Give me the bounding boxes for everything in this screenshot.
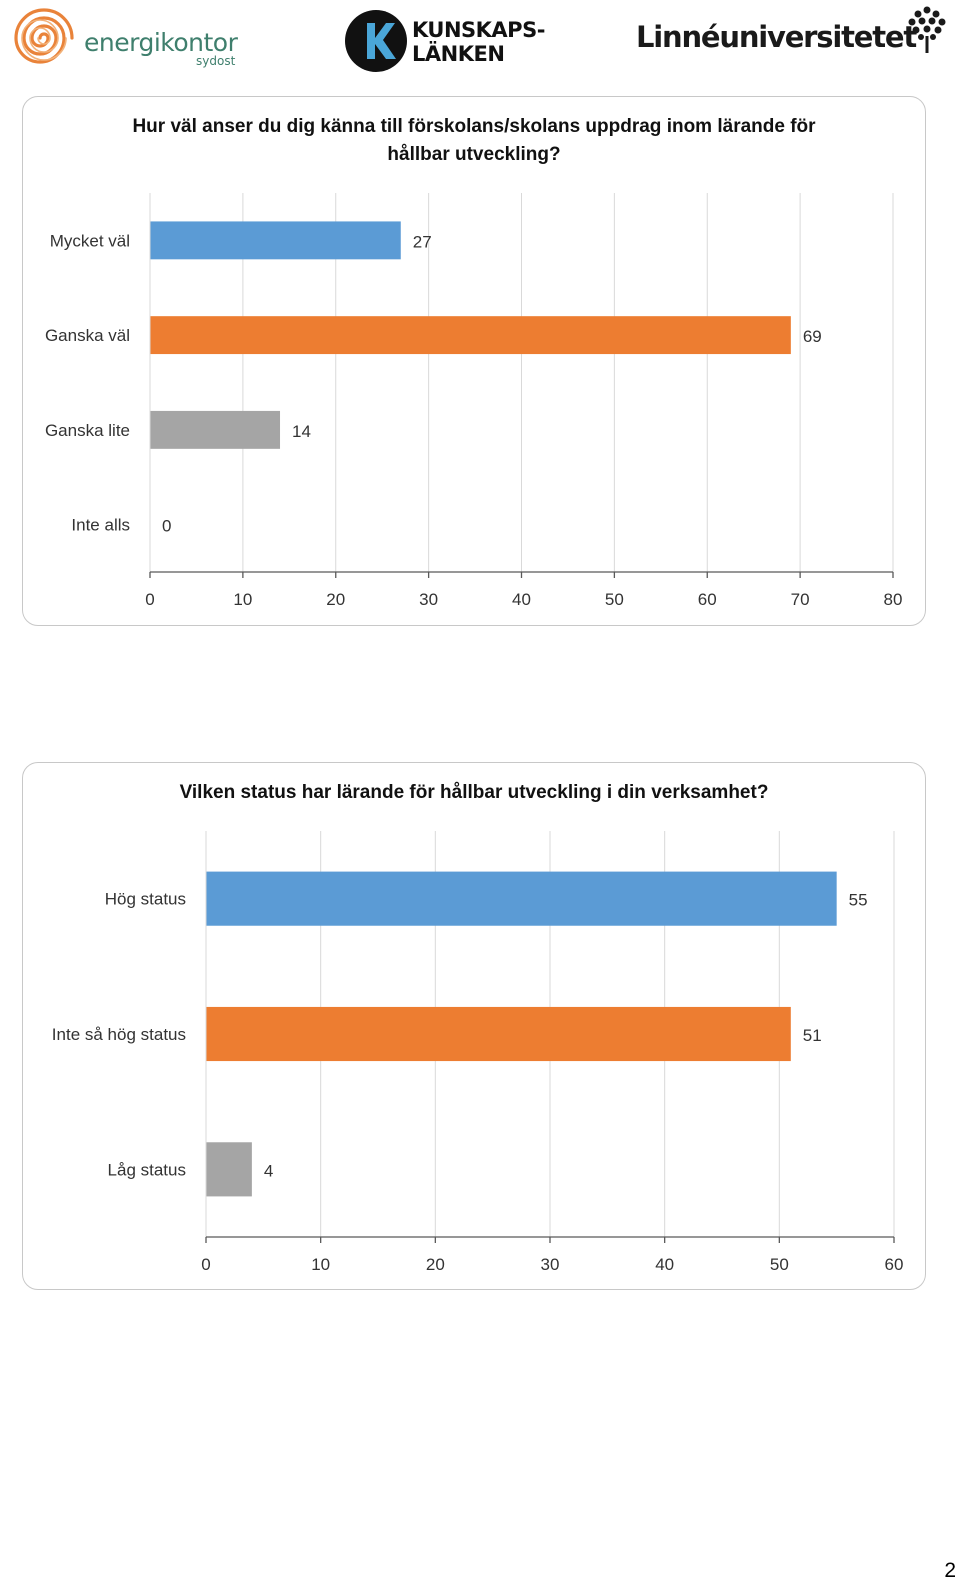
x-tick-label: 10 — [233, 590, 252, 609]
x-tick-label: 80 — [884, 590, 903, 609]
category-label: Låg status — [108, 1160, 186, 1179]
data-label: 4 — [264, 1161, 273, 1180]
energikontor-logo: energikontor sydost — [4, 2, 244, 72]
tree-logo-icon — [908, 6, 946, 53]
x-tick-label: 20 — [326, 590, 345, 609]
x-tick-label: 50 — [605, 590, 624, 609]
kunskapslanken-logo: KUNSKAPS- LÄNKEN — [344, 8, 545, 76]
category-label: Ganska väl — [45, 326, 130, 345]
chart-title: Hur väl anser du dig känna till förskola… — [132, 116, 816, 165]
bar-chart-status: Hög status 55 Inte så hög status 51 Låg stat… — [52, 831, 904, 1274]
x-tick-label: 40 — [655, 1255, 674, 1274]
bar-chart-knowledge: Mycket väl 27 Ganska väl 69 Ganska lite 14 Int… — [45, 193, 903, 609]
linneuniversitetet-logo: Linnéuniversitetet — [636, 4, 948, 64]
data-label: 55 — [849, 891, 868, 910]
x-tick-label: 60 — [698, 590, 717, 609]
bar — [206, 871, 837, 926]
x-tick-label: 40 — [512, 590, 531, 609]
bar — [150, 316, 791, 355]
x-tick-label: 30 — [419, 590, 438, 609]
data-label: 14 — [292, 422, 311, 441]
x-tick-label: 0 — [145, 590, 154, 609]
x-tick-label: 70 — [791, 590, 810, 609]
x-tick-label: 60 — [885, 1255, 904, 1274]
data-label: 27 — [413, 232, 432, 251]
category-label: Inte så hög status — [52, 1025, 186, 1044]
energikontor-subtitle: sydost — [196, 54, 236, 68]
category-label: Mycket väl — [50, 231, 130, 250]
page-number: 2 — [944, 1559, 956, 1582]
k-circle-logo-icon — [345, 10, 407, 72]
bar — [150, 221, 401, 260]
data-label: 69 — [803, 327, 822, 346]
kunskapslanken-line1: KUNSKAPS- — [412, 18, 545, 42]
bar — [150, 410, 281, 449]
linneuniversitetet-wordmark: Linnéuniversitetet — [636, 20, 917, 54]
category-label: Hög status — [105, 890, 186, 909]
chart-title: Vilken status har lärande för hållbar ut… — [179, 782, 769, 803]
logo-bar: energikontor sydost KUNSKAPS- LÄNKEN Lin… — [0, 0, 960, 80]
data-label: 0 — [162, 517, 171, 536]
x-tick-label: 30 — [541, 1255, 560, 1274]
chart-card-knowledge: Hur väl anser du dig känna till förskola… — [22, 96, 926, 626]
bar — [206, 1006, 791, 1062]
category-label: Ganska lite — [45, 421, 130, 440]
data-label: 51 — [803, 1026, 822, 1045]
x-tick-label: 0 — [201, 1255, 210, 1274]
x-tick-label: 50 — [770, 1255, 789, 1274]
spiral-logo-icon — [14, 8, 74, 64]
kunskapslanken-line2: LÄNKEN — [412, 42, 505, 66]
energikontor-wordmark: energikontor — [84, 28, 238, 57]
x-tick-label: 10 — [311, 1255, 330, 1274]
category-label: Inte alls — [71, 516, 130, 535]
x-tick-label: 20 — [426, 1255, 445, 1274]
chart-card-status: Vilken status har lärande för hållbar ut… — [22, 762, 926, 1290]
bar — [206, 1142, 252, 1197]
